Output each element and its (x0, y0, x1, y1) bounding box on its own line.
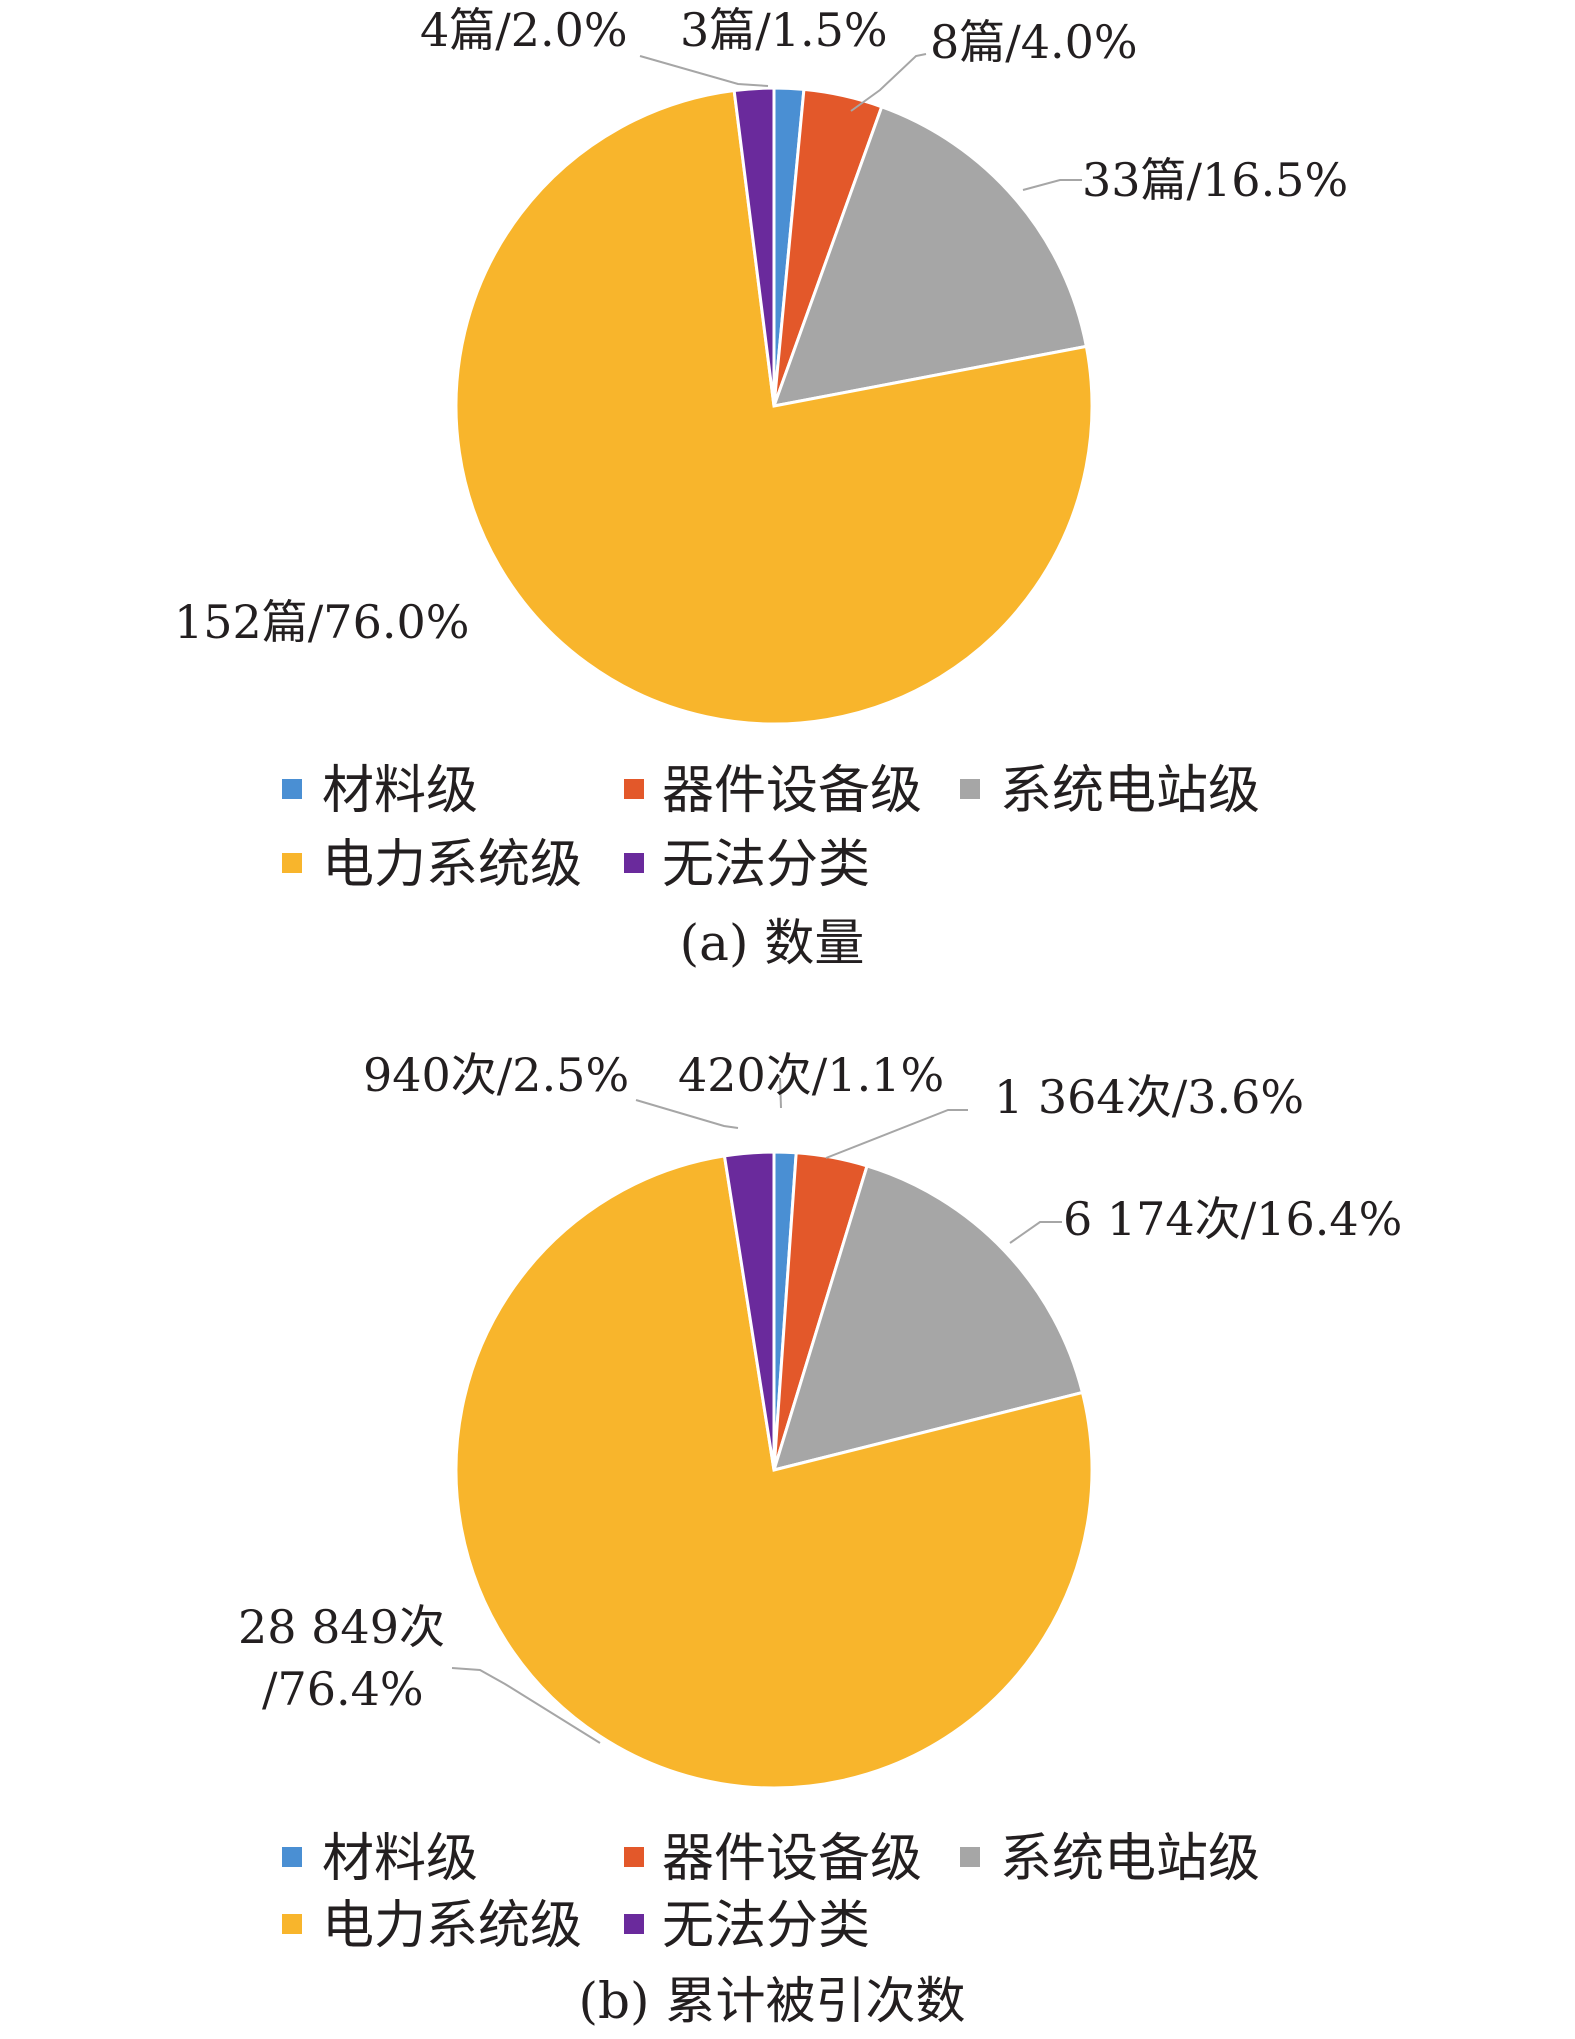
pie-b-label-power-system: 28 849次 (238, 1600, 445, 1654)
pie-b-label-devices: 1 364次/3.6% (994, 1070, 1304, 1124)
legend-b-swatch-1 (624, 1847, 644, 1867)
legend-a-swatch-0 (282, 779, 302, 799)
pie-a-label-unclassified: 4篇/2.0% (420, 3, 628, 57)
pie-a-label-plant: 33篇/16.5% (1082, 153, 1348, 207)
pie-b-label-power-system-pct: /76.4% (262, 1662, 424, 1716)
legend-a-label-4: 无法分类 (662, 835, 870, 895)
pie-b-label-unclassified: 940次/2.5% (363, 1048, 629, 1102)
legend-b-label-1: 器件设备级 (662, 1829, 922, 1889)
pie-chart-count (454, 86, 1094, 726)
pie-chart-citations (454, 1150, 1094, 1790)
leader-lines-a (639, 53, 1082, 191)
caption-b: (b) 累计被引次数 (579, 1972, 966, 2030)
legend-a-label-0: 材料级 (322, 761, 478, 821)
pie-a-slice-unclassified (732, 86, 776, 407)
legend-b-swatch-4 (624, 1914, 644, 1934)
pie-b-label-plant: 6 174次/16.4% (1063, 1192, 1402, 1246)
legend-b-swatch-0 (282, 1847, 302, 1867)
pie-a-slice-power-system (454, 88, 1094, 726)
pie-b-slice-plant (771, 1164, 1085, 1473)
legend-a-swatch-1 (624, 779, 644, 799)
pie-b-slice-power-system (454, 1154, 1094, 1790)
legend-a-swatch-4 (624, 853, 644, 873)
leader-lines-b (451, 1077, 1062, 1744)
pie-b-slice-unclassified (722, 1150, 776, 1471)
pie-b-label-materials: 420次/1.1% (678, 1048, 944, 1102)
legend-b-swatch-2 (960, 1847, 980, 1867)
legend-a-swatch-2 (960, 779, 980, 799)
pie-a-label-power-system: 152篇/76.0% (174, 595, 469, 649)
legend-b-swatch-3 (282, 1914, 302, 1934)
legend-a: 材料级 器件设备级 系统电站级 电力系统级 无法分类 (282, 761, 1260, 895)
pie-a-label-materials: 3篇/1.5% (680, 3, 888, 57)
legend-a-label-2: 系统电站级 (1000, 761, 1260, 821)
pie-a-slice-plant (771, 104, 1089, 408)
pie-a-label-devices: 8篇/4.0% (930, 15, 1138, 69)
caption-a: (a) 数量 (680, 914, 865, 972)
legend-b-label-4: 无法分类 (662, 1896, 870, 1956)
legend-b-label-2: 系统电站级 (1000, 1829, 1260, 1889)
legend-b-label-3: 电力系统级 (322, 1896, 582, 1956)
legend-b: 材料级 器件设备级 系统电站级 电力系统级 无法分类 (282, 1829, 1260, 1956)
legend-a-label-3: 电力系统级 (322, 835, 582, 895)
legend-b-label-0: 材料级 (322, 1829, 478, 1889)
legend-a-swatch-3 (282, 853, 302, 873)
legend-a-label-1: 器件设备级 (662, 761, 922, 821)
